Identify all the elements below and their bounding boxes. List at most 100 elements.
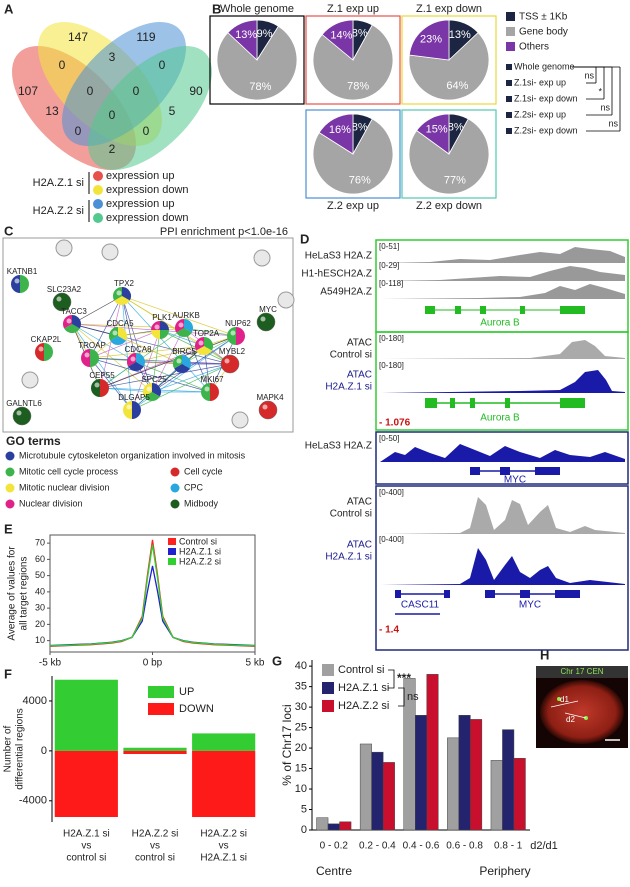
go-label: Midbody	[184, 498, 219, 508]
pie-frame	[401, 15, 497, 105]
bar	[54, 679, 118, 751]
ppi-node-highlight	[84, 352, 90, 358]
ppi-edge	[121, 295, 211, 393]
ppi-edge	[99, 295, 123, 389]
bar	[54, 750, 118, 818]
ppi-node-sector	[11, 275, 20, 293]
panel-letter: D	[300, 231, 309, 246]
ppi-node-sector	[236, 327, 245, 345]
sig-mark: ns	[600, 102, 610, 112]
track-label: Control si	[330, 509, 372, 520]
ppi-node-sector	[128, 362, 144, 371]
pie-title: Z.2 exp up	[327, 200, 379, 212]
genome-tracks: HeLaS3 H2A.Z H1-hESCH2A.Z A549H2A.Z [0-5…	[301, 239, 629, 651]
x-axis-label: d2/d1	[530, 840, 558, 852]
bar	[327, 823, 340, 831]
legend-dot	[93, 199, 103, 209]
ppi-node-label: MYBL2	[219, 347, 246, 356]
ppi-node-label: BIRC5	[172, 347, 196, 356]
ppi-node	[12, 406, 32, 426]
sig-bracket	[388, 669, 395, 689]
exon	[560, 306, 585, 314]
track-range: [0-400]	[379, 535, 404, 544]
venn-count: 3	[109, 50, 116, 64]
distance-label: d1	[560, 695, 569, 704]
pie-value-label: 78%	[347, 81, 369, 93]
pie-frame	[209, 15, 305, 105]
ppi-node-highlight	[154, 324, 160, 330]
legend-group: H2A.Z.2 si	[33, 205, 84, 217]
pie-title: Z.1 exp down	[416, 3, 482, 15]
ppi-node-sector	[174, 364, 190, 374]
ppi-node-highlight	[94, 382, 100, 388]
track-signal	[380, 444, 625, 462]
legend-label: expression up	[106, 198, 175, 210]
ppi-node	[253, 249, 271, 267]
ppi-node	[256, 312, 276, 332]
y-tick-label: 40	[295, 660, 307, 672]
legend-swatch	[506, 128, 512, 134]
ppi-title: PPI enrichment p<1.0e-16	[160, 226, 288, 238]
ppi-edge	[71, 295, 123, 325]
annotation: Centre	[316, 864, 352, 878]
y-axis-label: Number of	[3, 725, 14, 772]
x-tick-label: H2A.Z.1 si	[200, 853, 247, 864]
pie-frame	[401, 109, 497, 199]
legend-swatch	[322, 700, 334, 712]
y-axis-label: all target regions	[19, 557, 30, 631]
pie-value-label: 8%	[352, 122, 368, 134]
legend-dot	[93, 185, 103, 195]
pie-value-label: 78%	[249, 81, 271, 93]
y-tick-label: 4000	[23, 695, 47, 707]
legend-swatch	[506, 27, 515, 36]
ppi-node-highlight	[16, 410, 22, 416]
ppi-node-label: CDCA8	[124, 345, 152, 354]
legend-swatch	[322, 682, 334, 694]
go-label: Nuclear division	[19, 498, 83, 508]
ppi-node	[220, 354, 240, 374]
ppi-node-label: KATNB1	[7, 267, 38, 276]
ppi-node-highlight	[260, 316, 266, 322]
ppi-frame	[2, 237, 294, 433]
track-signal	[380, 340, 625, 359]
venn-count: 0	[143, 124, 150, 138]
track-signal	[380, 247, 625, 263]
go-label: Mitotic cell cycle process	[19, 466, 119, 476]
ppi-node-sector	[91, 379, 100, 397]
bar	[447, 737, 460, 831]
ppi-node-sector	[132, 401, 141, 419]
ppi-edge	[131, 363, 231, 411]
bar	[123, 750, 187, 754]
venn-count: 13	[45, 104, 59, 118]
ppi-node-sector	[72, 315, 81, 329]
image-title-bar	[536, 666, 628, 678]
ppi-node	[231, 411, 249, 429]
track-signal	[380, 266, 625, 281]
sig-label: Z.2si- exp down	[514, 125, 578, 135]
ppi-edge	[183, 327, 211, 393]
legend-label: expression down	[106, 184, 189, 196]
ppi-node-sector	[123, 401, 132, 419]
ppi-edge	[89, 357, 231, 365]
ppi-node-highlight	[146, 386, 152, 392]
sig-mark: ns	[407, 691, 419, 703]
x-tick-label: 0.2 - 0.4	[359, 841, 396, 852]
ppi-node-highlight	[224, 358, 230, 364]
ppi-node-sector	[160, 321, 169, 330]
pie-slice	[312, 118, 394, 195]
pie-value-label: 15%	[426, 124, 448, 136]
legend-swatch	[148, 686, 174, 698]
pie-frame	[305, 109, 401, 199]
panel-letter: B	[212, 1, 221, 16]
track-label: ATAC	[347, 540, 372, 551]
panel-letter: F	[4, 666, 12, 681]
ppi-node-sector	[35, 343, 44, 361]
track-label: ATAC	[347, 497, 372, 508]
x-tick-label: vs	[150, 841, 160, 852]
exon	[455, 306, 461, 314]
ppi-node	[277, 291, 295, 309]
pie-frame	[305, 15, 401, 105]
y-tick-label: 10	[295, 783, 307, 795]
ppi-node-label: TACC3	[61, 307, 87, 316]
legend-label: Control si	[338, 664, 384, 676]
